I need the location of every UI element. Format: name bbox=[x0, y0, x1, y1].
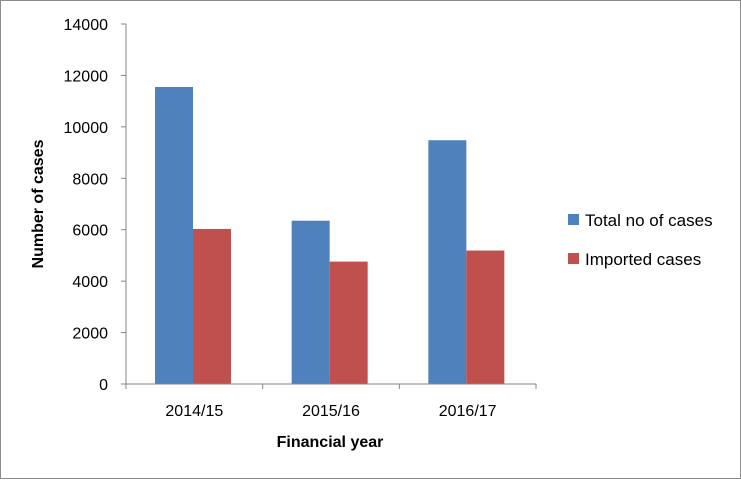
bar-imported-cases-2015-16 bbox=[329, 261, 368, 384]
x-tick-label: 2015/16 bbox=[302, 403, 360, 420]
legend: Total no of cases Imported cases bbox=[568, 211, 713, 269]
bars-layer bbox=[155, 87, 505, 384]
x-tick-label: 2014/15 bbox=[165, 403, 223, 420]
y-axis-title: Number of cases bbox=[30, 139, 47, 268]
x-axis-title: Financial year bbox=[277, 434, 384, 451]
legend-swatch-imported-cases bbox=[568, 253, 579, 264]
y-tick-label: 6000 bbox=[72, 223, 108, 240]
bar-imported-cases-2016-17 bbox=[466, 250, 505, 384]
x-tick-label: 2016/17 bbox=[439, 403, 497, 420]
bar-total-no-of-cases-2016-17 bbox=[428, 140, 467, 384]
legend-swatch-total-cases bbox=[568, 214, 579, 225]
legend-label-imported-cases: Imported cases bbox=[585, 250, 701, 269]
axes-layer: 0 2000 4000 6000 8000 10000 12000 14000 2014/15 2… bbox=[64, 17, 537, 420]
legend-label-total-cases: Total no of cases bbox=[585, 211, 713, 230]
y-tick-label: 8000 bbox=[72, 171, 108, 188]
y-tick-label: 4000 bbox=[72, 274, 108, 291]
bar-imported-cases-2014-15 bbox=[193, 228, 231, 384]
bar-total-no-of-cases-2014-15 bbox=[155, 87, 193, 384]
y-tick-label: 14000 bbox=[64, 17, 109, 34]
y-tick-label: 0 bbox=[99, 377, 108, 394]
y-tick-label: 10000 bbox=[64, 120, 109, 137]
y-tick-label: 2000 bbox=[72, 326, 108, 343]
y-tick-label: 12000 bbox=[64, 68, 109, 85]
bar-total-no-of-cases-2015-16 bbox=[291, 220, 330, 384]
